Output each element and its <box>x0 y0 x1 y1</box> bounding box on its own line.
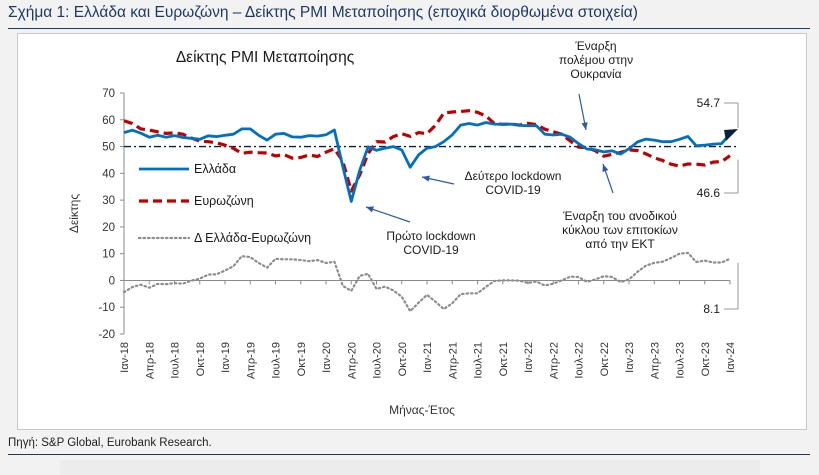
title-divider <box>8 28 810 29</box>
annotation-ukraine-war-line: πολέμου στην <box>559 53 633 67</box>
pmi-line-chart: -20 -10 0 10 20 30 40 50 60 70 Δείκτης Ιαν-18 Απρ-18… <box>67 39 739 417</box>
x-tick-label: Απρ-18 <box>144 342 156 379</box>
x-tick-label: Ιαν-18 <box>119 342 131 373</box>
annotation-second-lockdown-line: Δεύτερο lockdown <box>465 169 562 183</box>
y-tick-label: 30 <box>102 195 115 207</box>
y-tick-label: 20 <box>102 222 115 234</box>
x-tick-label: Οκτ-23 <box>700 342 712 376</box>
chart-frame: -20 -10 0 10 20 30 40 50 60 70 Δείκτης Ιαν-18 Απρ-18… <box>17 33 807 430</box>
greece-series-line <box>123 121 732 203</box>
bottom-strip <box>60 460 760 475</box>
x-tick-label: Απρ-23 <box>649 342 661 379</box>
x-tick-label: Οκτ-20 <box>397 342 409 376</box>
x-tick-label: Ιουλ-22 <box>574 342 586 379</box>
x-tick-label: Οκτ-18 <box>195 342 207 376</box>
y-axis-title: Δείκτης <box>67 194 81 233</box>
x-tick-label: Ιαν-23 <box>624 342 636 373</box>
leader-diff <box>724 262 739 310</box>
x-axis-title: Μήνας-Έτος <box>389 403 455 417</box>
annotation-second-lockdown-line: COVID-19 <box>485 183 541 197</box>
y-tick-label: -20 <box>98 329 115 341</box>
x-tick-label: Ιαν-24 <box>725 342 737 373</box>
x-tick-label: Ιουλ-21 <box>473 342 485 379</box>
y-tick-label: 40 <box>102 168 115 180</box>
x-tick-label: Ιαν-20 <box>321 342 333 373</box>
annotation-first-lockdown-line: Πρώτο lockdown <box>386 229 475 243</box>
difference-series-line <box>122 251 732 313</box>
arrow-second-lockdown-head <box>422 175 430 182</box>
annotation-ecb-hikes-line: Έναρξη του ανοδικού <box>562 209 677 223</box>
x-tick-label: Ιουλ-18 <box>170 342 182 379</box>
x-tick-label: Ιουλ-20 <box>372 342 384 379</box>
annotation-first-lockdown: Πρώτο lockdown COVID-19 <box>386 229 475 257</box>
annotation-first-lockdown-line: COVID-19 <box>403 243 459 257</box>
figure-title: Σχήμα 1: Ελλάδα και Ευρωζώνη – Δείκτης P… <box>8 4 638 21</box>
end-label-greece: 54.7 <box>697 96 721 110</box>
arrow-ecb-hikes-head <box>602 164 609 172</box>
x-tick-label: Οκτ-21 <box>498 342 510 376</box>
eurozone-series-line <box>123 109 731 193</box>
x-tick-label: Οκτ-19 <box>296 342 308 376</box>
y-tick-label: 70 <box>102 88 115 100</box>
x-tick-label: Απρ-19 <box>245 342 257 379</box>
leader-eurozone <box>724 159 739 194</box>
end-label-diff: 8.1 <box>703 302 720 316</box>
y-tick-label: 0 <box>109 275 115 287</box>
x-tick-label: Απρ-21 <box>447 342 459 379</box>
axes-layer: -20 -10 0 10 20 30 40 50 60 70 Δείκτης Ιαν-18 Απρ-18… <box>67 88 738 417</box>
x-tick-label: Απρ-20 <box>346 342 358 379</box>
legend-label: Ευρωζώνη <box>194 194 254 208</box>
end-label-eurozone: 46.6 <box>697 186 721 200</box>
annotation-ecb-hikes-line: κύκλου των επιτοκίων <box>562 223 678 237</box>
y-tick-label: 10 <box>102 249 115 261</box>
series-end-marker <box>724 128 738 141</box>
y-tick-label: 50 <box>102 142 115 154</box>
x-tick-label: Ιουλ-23 <box>675 342 687 379</box>
annotation-second-lockdown: Δεύτερο lockdown COVID-19 <box>465 169 562 197</box>
x-tick-label: Ιαν-21 <box>422 342 434 373</box>
legend-label: Δ Ελλάδα-Ευρωζώνη <box>194 231 311 245</box>
source-note: Πηγή: S&P Global, Eurobank Research. <box>8 437 212 449</box>
annotation-ecb-hikes-line: από την ΕΚΤ <box>585 237 655 251</box>
x-tick-label: Ιαν-19 <box>220 342 232 373</box>
arrow-ukraine-war-head <box>581 122 588 130</box>
annotation-ecb-hikes: Έναρξη του ανοδικού κύκλου των επιτοκίων α… <box>562 209 678 251</box>
x-tick-label: Ιαν-22 <box>523 342 535 373</box>
annotation-ukraine-war-line: Έναρξη <box>574 39 616 53</box>
x-tick-label: Ιουλ-19 <box>271 342 283 379</box>
leader-greece <box>724 102 739 128</box>
x-tick-label: Απρ-22 <box>548 342 560 379</box>
annotation-ukraine-war: Έναρξη πολέμου στην Ουκρανία <box>559 39 633 81</box>
bottom-divider <box>8 454 810 455</box>
label-layer: Δείκτης PMI Μεταποίησης Ελλάδα Ευρωζώνη Δ Ε… <box>137 39 739 316</box>
annotation-ukraine-war-line: Ουκρανία <box>570 67 621 81</box>
legend-label: Ελλάδα <box>194 162 236 176</box>
arrow-first-lockdown-head <box>366 206 374 213</box>
arrow-first-lockdown-shaft <box>365 206 411 223</box>
series-layer <box>122 109 738 313</box>
x-tick-label: Οκτ-22 <box>599 342 611 376</box>
y-tick-label: -10 <box>98 302 115 314</box>
y-tick-label: 60 <box>102 115 115 127</box>
chart-title: Δείκτης PMI Μεταποίησης <box>176 49 354 66</box>
